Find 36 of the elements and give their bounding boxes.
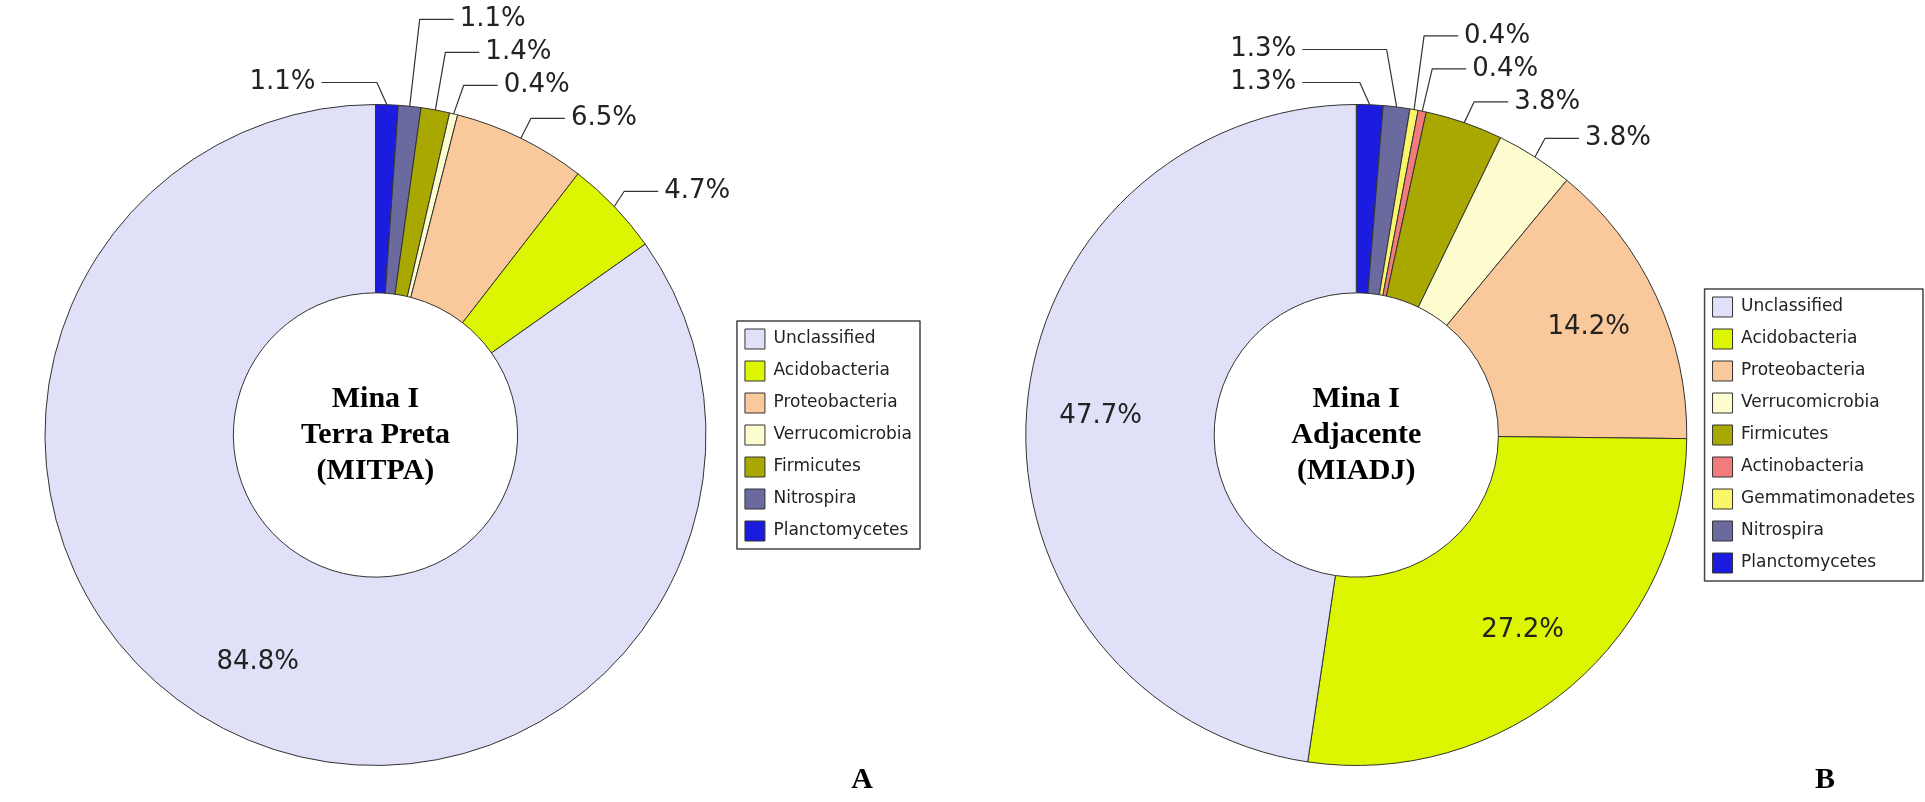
legend-label: Unclassified (1741, 295, 1844, 316)
data-label: 4.7% (664, 174, 731, 205)
text: A (851, 760, 874, 794)
data-label: 14.2% (1547, 309, 1631, 340)
data-label: 1.1% (249, 65, 316, 96)
legend-label: Actinobacteria (1741, 455, 1865, 476)
text: Mina I Terra Preta (MITPA) (300, 379, 451, 486)
data-label: 27.2% (1481, 612, 1564, 643)
legend-label: Unclassified (773, 327, 876, 348)
data-label: 3.8% (1584, 121, 1652, 152)
data-label: 1.4% (485, 35, 552, 66)
data-label: 1.1% (459, 2, 526, 33)
data-label: 84.8% (216, 645, 299, 676)
legend-label: Firmicutes (1741, 423, 1829, 444)
legend-label: Gemmatimonadetes (1741, 487, 1916, 508)
text: Mina I Adjacente (MIADJ) (1291, 379, 1422, 486)
legend-label: Proteobacteria (1741, 359, 1866, 380)
data-label: 1.3% (1230, 65, 1297, 96)
legend-label: Proteobacteria (773, 391, 898, 412)
data-label: 1.3% (1230, 32, 1297, 63)
legend-label: Planctomycetes (1741, 551, 1877, 572)
data-label: 3.8% (1514, 84, 1581, 115)
data-label: 0.4% (503, 68, 570, 99)
legend-label: Planctomycetes (773, 519, 909, 540)
data-label: 0.4% (1464, 18, 1531, 49)
data-label: 6.5% (570, 101, 637, 132)
legend-label: Verrucomicrobia (1741, 391, 1880, 412)
legend-label: Verrucomicrobia (773, 423, 913, 444)
legend-label: Firmicutes (773, 455, 861, 476)
legend-label: Acidobacteria (773, 359, 890, 380)
text: B (1814, 760, 1836, 794)
legend-label: Acidobacteria (1741, 327, 1858, 348)
legend-label: Nitrospira (773, 487, 857, 508)
data-label: 0.4% (1472, 51, 1539, 82)
data-label: 47.7% (1059, 398, 1142, 429)
legend-label: Nitrospira (1741, 519, 1824, 540)
